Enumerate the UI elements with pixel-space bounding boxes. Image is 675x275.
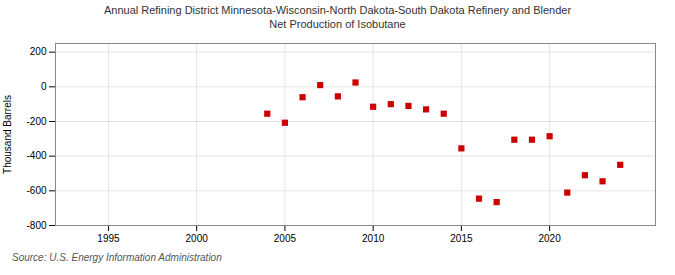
svg-text:1995: 1995: [97, 233, 120, 244]
html-text:Annual Refining District Minne: Annual Refining District Minnesota-Wisco…: [103, 4, 571, 30]
svg-text:Thousand Barrels: Thousand Barrels: [2, 95, 13, 174]
svg-text:2020: 2020: [538, 233, 561, 244]
svg-text:-800: -800: [26, 220, 46, 231]
svg-text:0: 0: [41, 81, 47, 92]
svg-text:200: 200: [30, 46, 47, 57]
svg-text:-200: -200: [26, 116, 46, 127]
svg-text:2015: 2015: [450, 233, 473, 244]
html-text:Source: U.S. Energy Informatio: Source: U.S. Energy Information Administ…: [12, 252, 222, 263]
svg-text:2010: 2010: [362, 233, 385, 244]
svg-text:-600: -600: [26, 185, 46, 196]
svg-text:-400: -400: [26, 150, 46, 161]
svg-text:2000: 2000: [186, 233, 209, 244]
svg-text:2005: 2005: [274, 233, 297, 244]
